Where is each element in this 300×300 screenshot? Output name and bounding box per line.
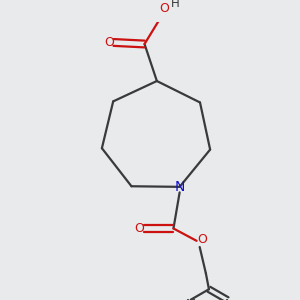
Text: O: O [197, 233, 207, 246]
Text: O: O [135, 222, 145, 235]
Text: N: N [174, 180, 185, 194]
Text: O: O [160, 2, 170, 15]
Text: H: H [171, 0, 180, 10]
Text: O: O [104, 36, 114, 49]
